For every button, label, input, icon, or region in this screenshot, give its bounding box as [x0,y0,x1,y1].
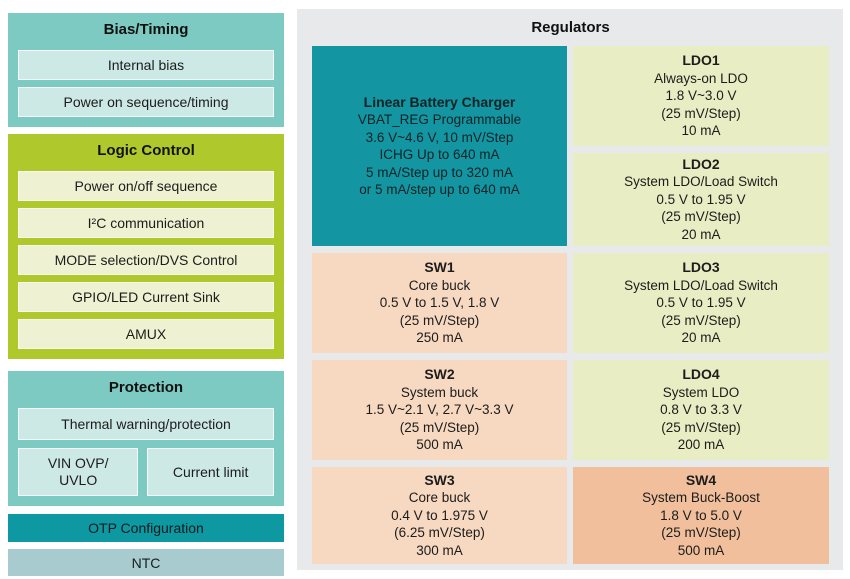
sw4-title: SW4 [685,471,717,488]
bias-timing-title: Bias/Timing [103,21,189,38]
ldo4-block: LDO4 System LDO 0.8 V to 3.3 V (25 mV/St… [573,360,829,460]
regulators-panel: Regulators Linear Battery Charger VBAT_R… [297,9,843,570]
ldo2-line: (25 mV/Step) [661,209,741,225]
ldo3-line: 20 mA [681,330,721,346]
sw3-line: 300 mA [416,542,463,558]
ldo2-line: System LDO/Load Switch [624,174,778,190]
regulators-left-column: Linear Battery Charger VBAT_REG Programm… [312,46,567,564]
sw2-line: (25 mV/Step) [399,419,480,435]
charger-line: VBAT_REG Programmable [357,112,522,127]
ldo3-line: 0.5 V to 1.95 V [656,295,746,311]
logic-control-title: Logic Control [97,142,195,159]
charger-title: Linear Battery Charger [363,93,516,110]
ldo2-block: LDO2 System LDO/Load Switch 0.5 V to 1.9… [573,153,829,246]
ldo1-title: LDO1 [682,52,720,69]
ldo1-line: 10 mA [681,123,721,139]
linear-battery-charger-block: Linear Battery Charger VBAT_REG Programm… [312,46,567,246]
sw2-line: 1.5 V~2.1 V, 2.7 V~3.3 V [365,402,514,418]
mode-selection-dvs-item: MODE selection/DVS Control [18,245,274,275]
sw3-block: SW3 Core buck 0.4 V to 1.975 V (6.25 mV/… [312,467,567,564]
ldo4-title: LDO4 [682,366,720,383]
regulators-title: Regulators [531,19,610,36]
otp-configuration-bar: OTP Configuration [8,514,284,542]
ldo1-line: 1.8 V~3.0 V [665,88,737,104]
charger-line: or 5 mA/step up to 640 mA [359,182,520,197]
gpio-led-current-sink-item: GPIO/LED Current Sink [18,282,274,312]
current-limit-item: Current limit [147,448,274,496]
sw2-title: SW2 [424,366,455,383]
ntc-bar: NTC [8,549,284,576]
ldo3-line: (25 mV/Step) [661,312,741,328]
thermal-warning-item: Thermal warning/protection [18,408,274,440]
ldo4-line: 200 mA [677,437,725,453]
sw1-block: SW1 Core buck 0.5 V to 1.5 V, 1.8 V (25 … [312,253,567,353]
sw3-title: SW3 [424,471,455,488]
sw2-line: 500 mA [416,437,463,453]
ldo2-line: 20 mA [681,226,721,242]
logic-control-block: Logic Control Power on/off sequence I²C … [8,134,284,359]
sw4-line: System Buck-Boost [642,490,760,506]
sw1-line: 0.5 V to 1.5 V, 1.8 V [379,295,500,311]
sw1-line: (25 mV/Step) [399,312,480,328]
charger-line: ICHG Up to 640 mA [379,147,500,162]
sw1-line: Core buck [408,277,471,293]
regulators-right-column: LDO1 Always-on LDO 1.8 V~3.0 V (25 mV/St… [573,46,829,564]
sw1-title: SW1 [424,259,455,276]
ldo4-line: (25 mV/Step) [661,419,741,435]
ldo3-title: LDO3 [682,259,720,276]
bias-timing-block: Bias/Timing Internal bias Power on seque… [8,13,284,127]
ldo1-block: LDO1 Always-on LDO 1.8 V~3.0 V (25 mV/St… [573,46,829,146]
left-function-column: Bias/Timing Internal bias Power on seque… [8,13,284,576]
charger-line: 3.6 V~4.6 V, 10 mV/Step [365,129,514,145]
protection-split-row: VIN OVP/ UVLO Current limit [18,448,274,496]
protection-block: Protection Thermal warning/protection VI… [8,371,284,506]
i2c-communication-item: I²C communication [18,208,274,238]
ldo1-line: Always-on LDO [654,70,748,86]
sw4-line: 1.8 V to 5.0 V [660,507,742,523]
ldo3-block: LDO3 System LDO/Load Switch 0.5 V to 1.9… [573,253,829,353]
protection-title: Protection [108,379,184,396]
internal-bias-item: Internal bias [18,50,274,80]
sw1-line: 250 mA [416,330,463,346]
ldo2-title: LDO2 [682,155,720,172]
sw4-block: SW4 System Buck-Boost 1.8 V to 5.0 V (25… [573,467,829,564]
sw2-line: System buck [400,384,479,400]
vin-ovp-uvlo-item: VIN OVP/ UVLO [18,448,139,496]
ldo3-line: System LDO/Load Switch [624,277,778,293]
sw3-line: Core buck [408,490,471,506]
ldo1-line: (25 mV/Step) [661,105,741,121]
ldo4-line: 0.8 V to 3.3 V [660,402,742,418]
ldo4-line: System LDO [662,384,740,400]
sw3-line: (6.25 mV/Step) [394,525,485,541]
sw4-line: 500 mA [677,542,725,558]
amux-item: AMUX [18,319,274,349]
ldo2-line: 0.5 V to 1.95 V [656,191,746,207]
sw4-line: (25 mV/Step) [661,525,741,541]
sw2-block: SW2 System buck 1.5 V~2.1 V, 2.7 V~3.3 V… [312,360,567,460]
regulators-grid: Linear Battery Charger VBAT_REG Programm… [312,46,829,564]
power-on-sequence-timing-item: Power on sequence/timing [18,87,274,117]
power-on-off-sequence-item: Power on/off sequence [18,171,274,201]
sw3-line: 0.4 V to 1.975 V [391,507,488,523]
charger-line: 5 mA/Step up to 320 mA [365,164,514,180]
